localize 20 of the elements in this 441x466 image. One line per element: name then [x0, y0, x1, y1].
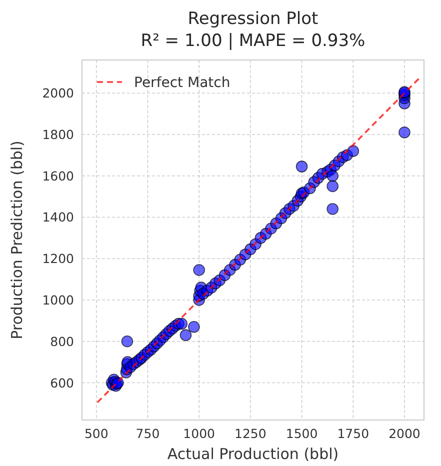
- chart-subtitle: R² = 1.00 | MAPE = 0.93%: [140, 31, 366, 51]
- y-tick-label: 1800: [42, 126, 74, 142]
- y-tick-label: 1200: [42, 251, 74, 266]
- y-tick-label: 1400: [42, 210, 74, 225]
- x-tick-label: 1500: [286, 426, 318, 441]
- legend-label: Perfect Match: [134, 75, 230, 91]
- y-axis-title: Production Prediction (bbl): [8, 140, 26, 340]
- y-tick-label: 2000: [42, 86, 74, 101]
- y-tick-label: 600: [50, 375, 74, 390]
- x-tick-label: 1000: [183, 426, 216, 441]
- x-tick-label: 1250: [234, 426, 266, 441]
- y-tick-label: 800: [50, 334, 74, 349]
- x-tick-label: 750: [136, 426, 160, 441]
- x-tick-label: 500: [84, 426, 108, 441]
- x-tick-label: 1750: [337, 426, 370, 441]
- y-tick-label: 1000: [42, 292, 74, 308]
- chart-title: Regression Plot: [188, 9, 319, 29]
- y-tick-label: 1600: [42, 168, 74, 184]
- x-tick-label: 2000: [388, 426, 420, 441]
- x-axis-title: Actual Production (bbl): [167, 445, 339, 463]
